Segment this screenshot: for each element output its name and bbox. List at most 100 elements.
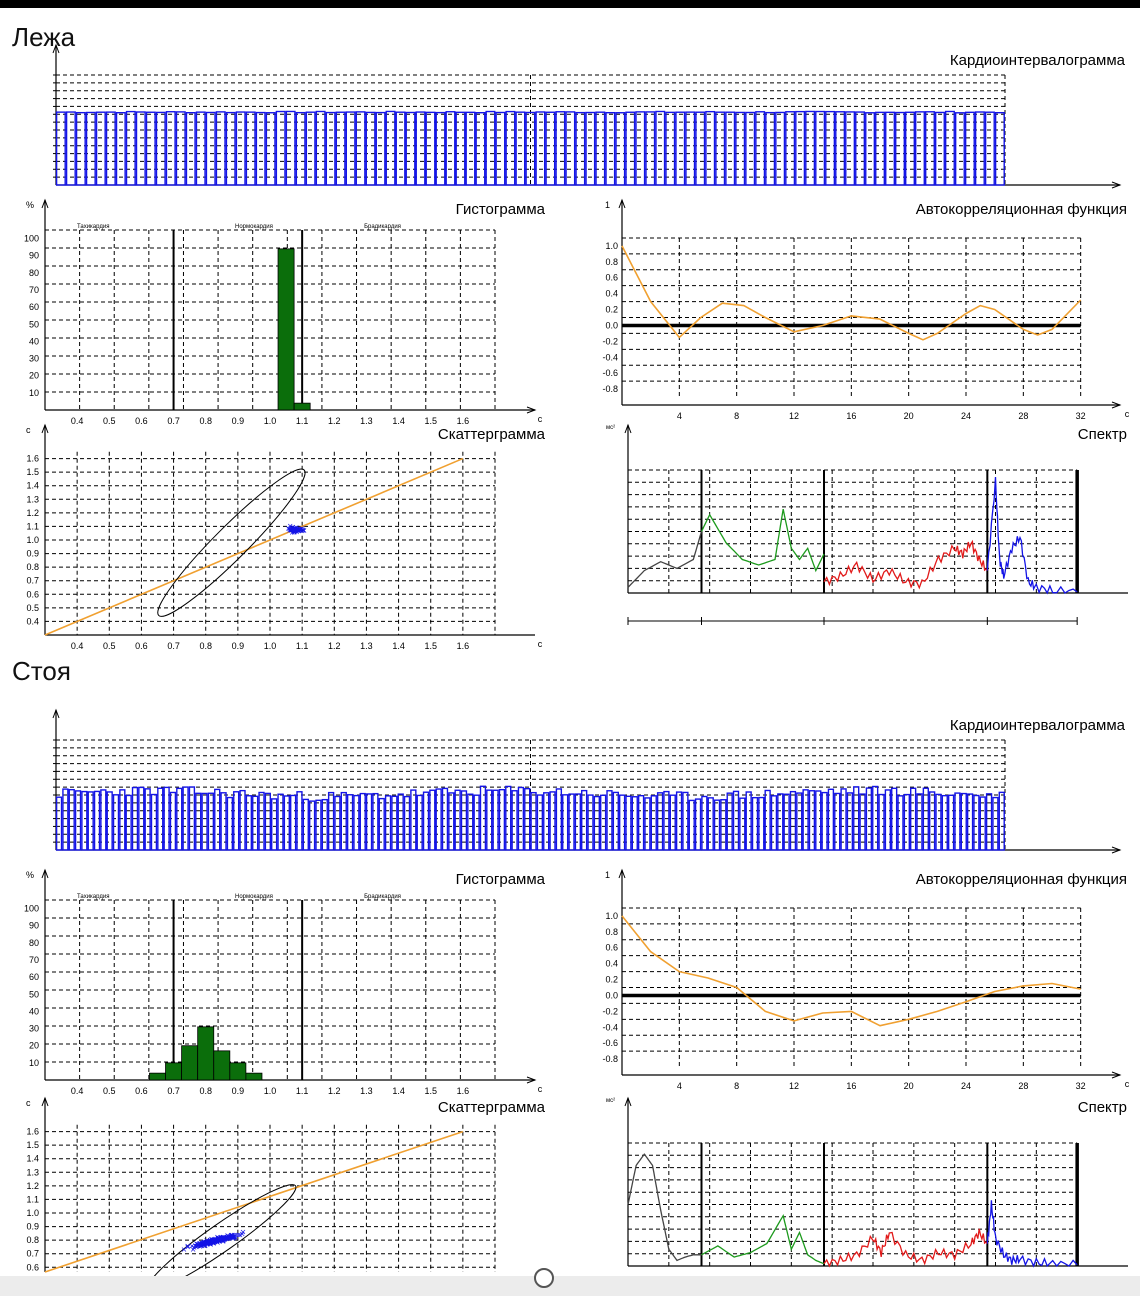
standing-rhythmogram-bar xyxy=(764,789,771,851)
lying-scattergram-x-tick: 1.1 xyxy=(296,641,309,651)
standing-scattergram-point: × xyxy=(220,1234,227,1243)
standing-autocorrelation-curve xyxy=(621,915,1081,1027)
standing-rhythmogram-bar xyxy=(536,794,544,851)
standing-rhythmogram-bar xyxy=(321,798,328,851)
standing-scattergram-point: × xyxy=(202,1237,209,1246)
standing-scattergram-point: × xyxy=(197,1240,204,1249)
lying-autocorrelation-y-unit: 1 xyxy=(605,200,610,210)
standing-rhythmogram-bar xyxy=(796,792,803,851)
lying-rhythmogram-bar xyxy=(625,111,636,186)
standing-scattergram-point: × xyxy=(224,1231,231,1240)
lying-autocorrelation-curve xyxy=(621,245,1082,341)
lying-rhythmogram-bar xyxy=(385,110,396,186)
lying-rhythmogram-bar xyxy=(775,111,786,186)
standing-scattergram-point: × xyxy=(197,1242,204,1251)
standing-scattergram-point: × xyxy=(239,1230,246,1239)
lying-scattergram-point: × xyxy=(288,526,295,535)
standing-rhythmogram-bar xyxy=(327,791,335,851)
lying-spectrum-blue-curve xyxy=(986,476,1078,595)
standing-scattergram-point: × xyxy=(222,1235,229,1244)
lying-scattergram-y-tick: 1.6 xyxy=(26,454,39,464)
standing-scattergram-y-tick: 1.3 xyxy=(26,1167,39,1177)
standing-scattergram-y-tick: 1.2 xyxy=(26,1181,39,1191)
lying-rhythmogram-bar xyxy=(115,112,126,186)
lying-scattergram-title: Скаттерграмма xyxy=(438,426,546,443)
standing-rhythmogram-bar xyxy=(903,793,911,851)
lying-histogram-y-unit: % xyxy=(26,200,34,210)
standing-scattergram-point: × xyxy=(212,1237,219,1246)
lying-histogram-y-tick: 50 xyxy=(29,319,39,329)
standing-scattergram-point: × xyxy=(216,1235,223,1244)
standing-scattergram-point: × xyxy=(229,1230,236,1239)
lying-scattergram-point: × xyxy=(298,524,305,533)
lying-histogram-y-arrow xyxy=(41,198,49,209)
standing-scattergram-point: × xyxy=(231,1233,238,1242)
lying-rhythmogram-bar xyxy=(425,111,436,186)
lying-rhythmogram-bar xyxy=(585,111,596,186)
standing-scattergram-y-arrow xyxy=(41,1096,49,1107)
standing-scattergram-point: × xyxy=(214,1236,221,1245)
standing-rhythmogram-bar xyxy=(631,796,638,851)
standing-scattergram-point: × xyxy=(218,1234,225,1243)
scroll-thumb[interactable] xyxy=(534,1268,554,1288)
lying-scattergram-x-tick: 0.5 xyxy=(103,641,116,651)
standing-histogram-x-arrow xyxy=(526,1076,537,1084)
lying-rhythmogram-bar xyxy=(765,111,776,186)
standing-scattergram-point: × xyxy=(224,1234,231,1243)
lying-scattergram-point: × xyxy=(296,526,303,535)
standing-scattergram-point: × xyxy=(204,1238,211,1247)
standing-scattergram-point: × xyxy=(215,1234,222,1243)
standing-rhythmogram-bar xyxy=(252,795,259,851)
lying-rhythmogram-bar xyxy=(325,111,336,186)
standing-scattergram-point: × xyxy=(215,1234,222,1243)
standing-rhythmogram-bar xyxy=(473,794,480,851)
standing-rhythmogram-bar xyxy=(138,786,145,851)
standing-scattergram-point: × xyxy=(228,1231,235,1240)
standing-scattergram-point: × xyxy=(219,1236,226,1245)
standing-autocorrelation-x-tick: 8 xyxy=(734,1081,739,1091)
lying-rhythmogram-bar xyxy=(745,111,756,186)
standing-spectrum: Спектр мс² xyxy=(606,1096,1128,1268)
standing-scattergram-point: × xyxy=(197,1239,204,1248)
standing-scattergram-point: × xyxy=(220,1233,227,1242)
lying-scattergram-point: × xyxy=(293,525,300,534)
standing-rhythmogram-bar xyxy=(511,790,518,851)
lying-scattergram-point: × xyxy=(295,526,302,535)
standing-scattergram-point: × xyxy=(205,1238,212,1247)
standing-rhythmogram-bar xyxy=(777,793,784,851)
standing-scattergram-point: × xyxy=(203,1239,210,1248)
lying-rhythmogram-bar xyxy=(535,111,546,186)
standing-spectrum-title: Спектр xyxy=(1078,1099,1127,1116)
lying-scattergram-point: × xyxy=(295,526,302,535)
lying-rhythmogram-bar xyxy=(954,112,965,186)
standing-rhythmogram-bar xyxy=(891,787,898,851)
standing-rhythmogram-bar xyxy=(334,795,341,851)
lying-rhythmogram-bar xyxy=(435,111,446,186)
horizontal-scrollbar[interactable] xyxy=(0,1268,1140,1296)
lying-rhythmogram-bar xyxy=(505,110,516,186)
standing-rhythmogram-title: Кардиоинтервалограмма xyxy=(950,717,1126,734)
standing-scattergram-point: × xyxy=(201,1240,208,1249)
standing-scattergram-point: × xyxy=(213,1236,220,1245)
standing-rhythmogram-bar xyxy=(821,791,828,851)
standing-rhythmogram-bar xyxy=(150,793,158,851)
lying-histogram-y-tick: 10 xyxy=(29,388,39,398)
lying-rhythmogram-bar xyxy=(285,110,296,186)
lying-scattergram-point: × xyxy=(291,528,298,537)
standing-scattergram-point: × xyxy=(204,1237,211,1246)
standing-scattergram-y-tick: 1.1 xyxy=(26,1194,39,1204)
lying-scattergram-x-tick: 1.6 xyxy=(457,641,470,651)
standing-rhythmogram-bar xyxy=(568,793,575,851)
lying-spectrum-spec_gray-curve xyxy=(627,531,703,588)
standing-scattergram-point: × xyxy=(190,1245,197,1254)
lying-autocorrelation-x-tick: 32 xyxy=(1076,411,1086,421)
lying-rhythmogram-bar xyxy=(595,111,606,186)
standing-scattergram-point: × xyxy=(202,1241,209,1250)
standing-autocorrelation-y-arrow xyxy=(618,868,626,879)
lying-scattergram-x-unit: с xyxy=(538,639,543,649)
standing-scattergram-point: × xyxy=(215,1236,222,1245)
standing-rhythmogram-bar xyxy=(732,790,740,851)
lying-autocorrelation-y-tick: -0.2 xyxy=(602,336,618,346)
standing-histogram-bar xyxy=(181,1045,199,1081)
lying-scattergram-y-tick: 1.1 xyxy=(26,521,39,531)
